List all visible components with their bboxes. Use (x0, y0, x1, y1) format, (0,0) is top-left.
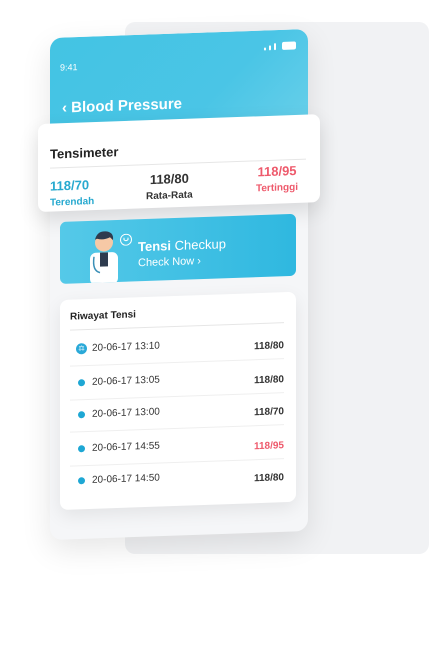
checkup-title: Tensi Checkup (138, 236, 226, 254)
stethoscope-icon (120, 233, 132, 246)
reading-highest: 118/95 Tertinggi (256, 163, 298, 194)
history-row[interactable]: 20-06-17 14:50 118/80 (70, 458, 284, 497)
scale-icon: ⚖ (76, 343, 87, 355)
card-title: Tensimeter (50, 144, 119, 162)
back-button[interactable]: ‹ Blood Pressure (62, 95, 183, 117)
check-now-link[interactable]: Check Now › (138, 255, 201, 270)
signal-icon (264, 47, 266, 51)
history-title: Riwayat Tensi (70, 309, 136, 323)
reading-value: 118/70 (50, 177, 90, 194)
dot-icon (78, 445, 85, 453)
history-value: 118/80 (253, 340, 284, 353)
reading-label: Terendah (50, 196, 95, 209)
history-card: Riwayat Tensi ⚖ 20-06-17 13:10 118/80 20… (60, 291, 296, 510)
reading-average: 118/80 Rata-Rata (146, 170, 193, 203)
doctor-illustration (90, 231, 118, 284)
status-time: 9:41 (60, 62, 78, 73)
reading-value: 118/80 (149, 170, 189, 188)
history-date: 20-06-17 13:00 (92, 406, 160, 420)
signal-bar (274, 43, 276, 51)
tensi-checkup-banner[interactable]: Tensi Checkup Check Now › (60, 213, 296, 284)
checkup-title-bold: Tensi (138, 238, 171, 255)
dot-icon (78, 411, 85, 419)
history-date: 20-06-17 13:05 (92, 374, 160, 388)
history-value: 118/70 (253, 406, 284, 419)
history-value: 118/95 (253, 440, 284, 453)
status-icons (264, 41, 296, 51)
history-date: 20-06-17 13:10 (92, 340, 160, 354)
reading-label: Tertinggi (256, 181, 299, 195)
reading-label: Rata-Rata (146, 189, 193, 203)
history-date: 20-06-17 14:55 (92, 440, 160, 454)
checkup-title-rest: Checkup (171, 236, 226, 254)
dot-icon (78, 379, 85, 387)
history-value: 118/80 (253, 374, 284, 387)
tensimeter-card: Tensimeter 118/70 Terendah 118/80 Rata-R… (38, 114, 320, 212)
reading-value: 118/95 (257, 162, 297, 180)
history-date: 20-06-17 14:50 (92, 472, 160, 486)
signal-bar (269, 45, 271, 51)
reading-lowest: 118/70 Terendah (50, 177, 95, 209)
history-value: 118/80 (253, 472, 284, 485)
battery-icon (282, 41, 296, 50)
dot-icon (78, 477, 85, 485)
